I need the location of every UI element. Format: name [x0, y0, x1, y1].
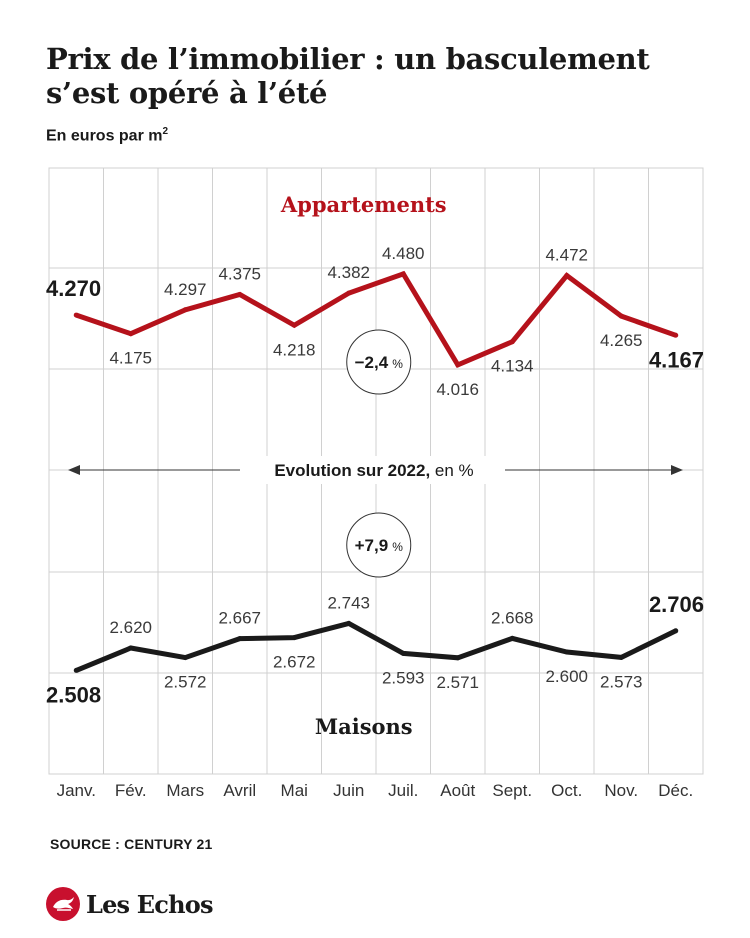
- data-point-appartements: [400, 271, 406, 277]
- data-point-appartements: [673, 332, 679, 338]
- data-label-appartements: 4.382: [327, 263, 370, 282]
- evolution-label: Evolution sur 2022, en %: [274, 461, 473, 480]
- data-label-appartements: 4.175: [109, 349, 152, 368]
- data-label-appartements: 4.016: [436, 380, 479, 399]
- arrowhead-right: [671, 465, 683, 475]
- data-label-appartements: 4.297: [164, 280, 207, 299]
- data-point-appartements: [564, 272, 570, 278]
- x-tick-label: Janv.: [57, 781, 96, 800]
- data-point-appartements: [509, 339, 515, 345]
- evolution-value-appartements: −2,4%: [355, 353, 404, 372]
- chart-title: Prix de l’immobilier : un basculement s’…: [46, 42, 650, 110]
- data-label-maisons: 2.706: [649, 592, 704, 617]
- les-echos-logo-icon: [46, 887, 80, 921]
- x-tick-label: Juin: [333, 781, 364, 800]
- data-point-maisons: [237, 636, 243, 642]
- data-point-maisons: [128, 645, 134, 651]
- data-label-maisons: 2.593: [382, 668, 425, 687]
- x-tick-label: Mai: [281, 781, 308, 800]
- data-label-maisons: 2.573: [600, 672, 643, 691]
- x-tick-label: Nov.: [604, 781, 638, 800]
- logo-text: Les Echos: [86, 889, 213, 919]
- data-label-appartements: 4.480: [382, 244, 425, 263]
- data-label-maisons: 2.571: [436, 673, 479, 692]
- data-label-appartements: 4.472: [545, 245, 588, 264]
- data-label-maisons: 2.672: [273, 653, 316, 672]
- chart-subtitle: En euros par m2: [46, 126, 168, 145]
- data-point-maisons: [73, 667, 79, 673]
- data-label-maisons: 2.743: [327, 593, 370, 612]
- data-point-appartements: [182, 307, 188, 313]
- data-label-maisons: 2.620: [109, 618, 152, 637]
- data-point-appartements: [291, 322, 297, 328]
- x-tick-label: Août: [440, 781, 475, 800]
- series-name-maisons: Maisons: [315, 714, 413, 739]
- data-point-appartements: [455, 362, 461, 368]
- data-label-maisons: 2.572: [164, 673, 207, 692]
- evolution-badge-maisons: [346, 512, 412, 578]
- series-line-maisons: [75, 620, 677, 673]
- data-label-appartements: 4.265: [600, 331, 643, 350]
- publisher-logo: Les Echos: [46, 887, 213, 921]
- data-point-appartements: [128, 331, 134, 337]
- data-label-maisons: 2.600: [545, 667, 588, 686]
- data-point-maisons: [182, 655, 188, 661]
- data-label-maisons: 2.668: [491, 608, 534, 627]
- evolution-value-maisons: +7,9%: [355, 536, 404, 555]
- x-tick-label: Sept.: [492, 781, 532, 800]
- data-point-appartements: [237, 292, 243, 297]
- x-tick-label: Fév.: [115, 781, 147, 800]
- x-tick-label: Oct.: [551, 781, 582, 800]
- source-note: SOURCE : CENTURY 21: [50, 836, 213, 852]
- data-point-appartements: [73, 312, 79, 318]
- subtitle-text: En euros par m: [46, 127, 163, 145]
- data-label-appartements: 4.270: [46, 276, 101, 301]
- x-tick-label: Juil.: [388, 781, 418, 800]
- data-point-appartements: [618, 313, 624, 319]
- data-point-maisons: [346, 620, 352, 626]
- x-tick-label: Mars: [166, 781, 204, 800]
- data-label-appartements: 4.134: [491, 357, 534, 376]
- data-point-maisons: [509, 635, 515, 641]
- evolution-badge-appartements: [346, 329, 412, 395]
- series-name-appartements: Appartements: [280, 192, 447, 217]
- subtitle-sup: 2: [162, 126, 169, 137]
- data-point-maisons: [400, 650, 406, 656]
- data-label-maisons: 2.508: [46, 682, 101, 707]
- series-line-appartements: [75, 270, 677, 369]
- data-label-maisons: 2.667: [218, 609, 261, 628]
- data-label-appartements: 4.218: [273, 340, 316, 359]
- data-label-appartements: 4.375: [218, 265, 261, 284]
- data-point-maisons: [673, 628, 679, 634]
- data-point-maisons: [291, 635, 297, 641]
- x-tick-label: Déc.: [658, 781, 693, 800]
- data-point-appartements: [346, 290, 352, 296]
- data-point-maisons: [564, 649, 570, 655]
- data-point-maisons: [618, 654, 624, 660]
- data-point-maisons: [455, 655, 461, 661]
- x-tick-label: Avril: [223, 781, 256, 800]
- arrowhead-left: [68, 465, 80, 475]
- evolution-label-bg: [240, 456, 510, 484]
- data-label-appartements: 4.167: [649, 347, 704, 372]
